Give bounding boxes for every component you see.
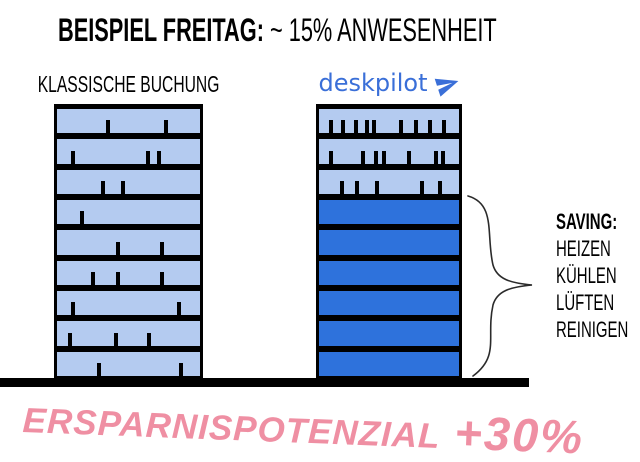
ground-line (0, 378, 529, 387)
building-floor-occupied (319, 109, 459, 140)
person-tick (407, 150, 412, 164)
footer-highlight: +30% (453, 405, 586, 462)
person-tick (105, 120, 110, 134)
person-tick (71, 302, 76, 316)
page-title: BEISPIEL FREITAG: ~ 15% ANWESENHEIT (58, 13, 640, 47)
person-tick (428, 120, 433, 134)
person-tick (440, 150, 445, 164)
person-tick (145, 150, 150, 164)
building-floor-empty (319, 351, 459, 376)
paper-plane-icon (434, 78, 458, 97)
person-tick (442, 120, 447, 134)
building-floor-occupied (57, 109, 200, 140)
building-floor-occupied (319, 169, 459, 200)
footer-text: ERSPARNISPOTENZIAL (22, 400, 442, 457)
deskpilot-wordmark: deskpilot (318, 69, 428, 97)
building-deskpilot (316, 104, 462, 379)
person-tick (341, 120, 346, 134)
saving-item: HEIZEN (556, 236, 611, 261)
person-tick (68, 332, 73, 346)
saving-block: SAVING: HEIZEN KÜHLEN LÜFTEN REINIGEN (556, 208, 640, 343)
savings-potential-note: ERSPARNISPOTENZIAL +30% (22, 388, 585, 462)
person-tick (177, 302, 182, 316)
building-floor-occupied (57, 290, 200, 322)
person-tick (71, 150, 76, 164)
building-floor-empty (319, 290, 459, 322)
building-floor-occupied (57, 199, 200, 231)
person-tick (328, 150, 333, 164)
classic-booking-label: KLASSISCHE BUCHUNG (37, 71, 220, 97)
building-floor-occupied (57, 260, 200, 291)
building-floor-occupied (57, 351, 200, 376)
person-tick (115, 241, 120, 255)
person-tick (147, 332, 152, 346)
saving-list: HEIZEN KÜHLEN LÜFTEN REINIGEN (556, 235, 640, 343)
curly-brace-icon (467, 195, 533, 377)
building-floor-empty (319, 260, 459, 291)
person-tick (398, 120, 403, 134)
person-tick (79, 211, 84, 225)
person-tick (414, 120, 419, 134)
person-tick (355, 180, 360, 194)
person-tick (157, 150, 162, 164)
building-classic (54, 104, 203, 379)
title-lead: BEISPIEL FREITAG: (58, 12, 264, 48)
saving-item: LÜFTEN (556, 290, 615, 315)
building-floor-empty (319, 321, 459, 352)
person-tick (373, 150, 378, 164)
deskpilot-logo: deskpilot (316, 69, 462, 97)
person-tick (178, 362, 183, 376)
building-floor-occupied (57, 321, 200, 352)
person-tick (97, 362, 102, 376)
person-tick (365, 120, 370, 134)
person-tick (372, 120, 377, 134)
person-tick (114, 332, 119, 346)
title-detail: ~ 15% ANWESENHEIT (263, 12, 497, 48)
person-tick (419, 180, 424, 194)
person-tick (354, 120, 358, 134)
building-floor-empty (319, 230, 459, 261)
person-tick (101, 180, 106, 194)
person-tick (91, 271, 96, 285)
person-tick (361, 150, 365, 164)
person-tick (328, 120, 333, 134)
building-floor-empty (319, 199, 459, 231)
saving-title: SAVING: (556, 209, 618, 234)
person-tick (433, 150, 438, 164)
person-tick (164, 120, 169, 134)
person-tick (340, 180, 344, 194)
person-tick (159, 241, 164, 255)
building-floor-occupied (57, 139, 200, 170)
building-floor-occupied (57, 169, 200, 200)
person-tick (159, 271, 164, 285)
person-tick (438, 180, 442, 194)
building-floor-occupied (319, 139, 459, 170)
saving-item: KÜHLEN (556, 263, 617, 288)
person-tick (375, 180, 379, 194)
building-floor-occupied (57, 230, 200, 261)
person-tick (121, 180, 126, 194)
person-tick (115, 271, 120, 285)
saving-item: REINIGEN (556, 317, 629, 342)
person-tick (382, 150, 386, 164)
